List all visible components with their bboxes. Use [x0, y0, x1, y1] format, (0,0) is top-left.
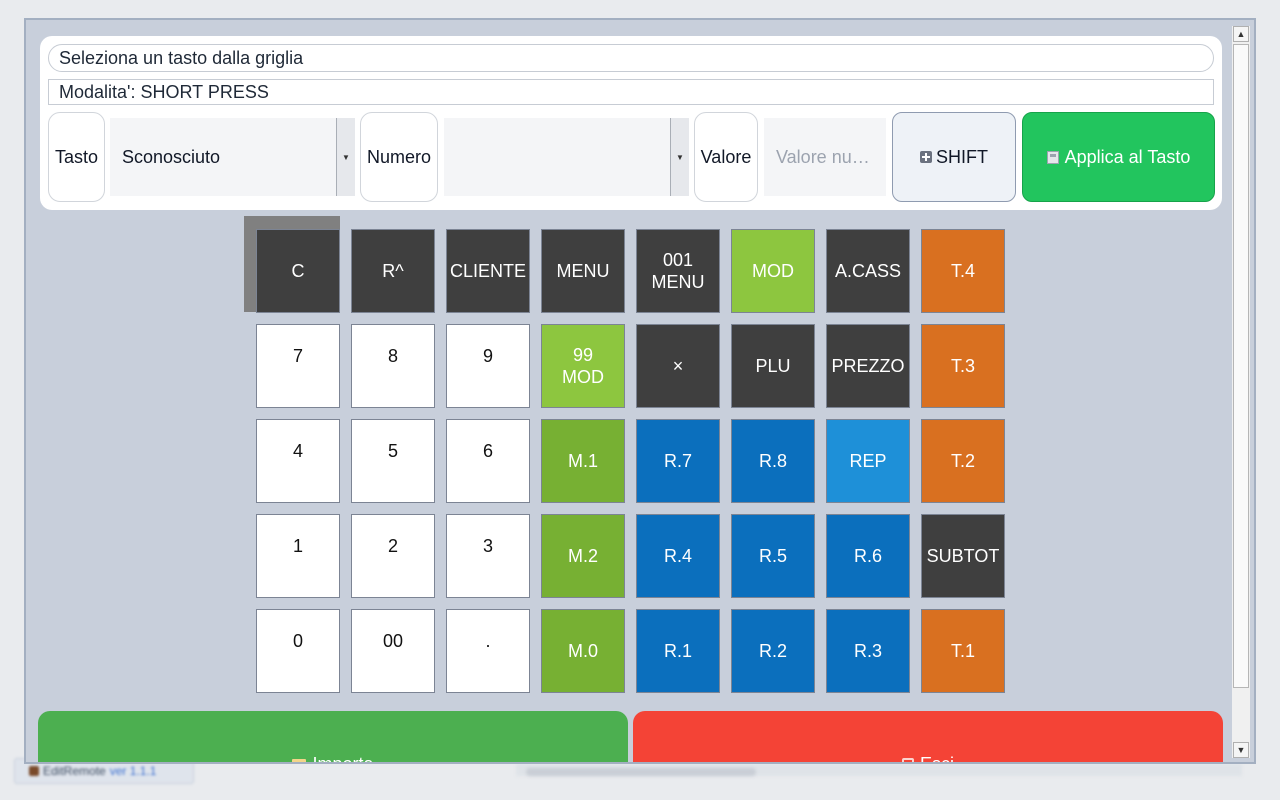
key-config-panel: Seleziona un tasto dalla griglia Modalit…	[40, 36, 1222, 210]
save-icon	[1046, 150, 1059, 164]
taskbar-version: ver 1.1.1	[109, 764, 157, 778]
background-progress	[526, 768, 756, 776]
key-button[interactable]: M.2	[541, 514, 625, 598]
key-button[interactable]: R.5	[731, 514, 815, 598]
tasto-select-value: Sconosciuto	[122, 146, 221, 167]
exit-button-label: Esci	[919, 753, 954, 764]
mode-field: Modalita': SHORT PRESS	[48, 79, 1214, 105]
valore-label: Valore	[694, 112, 758, 202]
key-button[interactable]: A.CASS	[826, 229, 910, 313]
key-button[interactable]: R.1	[636, 609, 720, 693]
folder-icon	[292, 759, 307, 762]
key-button[interactable]: 5	[351, 419, 435, 503]
key-button[interactable]: R^	[351, 229, 435, 313]
scroll-down-icon[interactable]: ▼	[1233, 742, 1249, 758]
key-button[interactable]: CLIENTE	[446, 229, 530, 313]
valore-placeholder: Valore numerico	[776, 146, 874, 167]
key-button[interactable]: R.3	[826, 609, 910, 693]
key-button[interactable]: R.8	[731, 419, 815, 503]
chevron-down-icon[interactable]: ▼	[670, 118, 689, 196]
key-button[interactable]: 0	[256, 609, 340, 693]
key-button[interactable]: 99 MOD	[541, 324, 625, 408]
key-button[interactable]: R.6	[826, 514, 910, 598]
key-button[interactable]: MENU	[541, 229, 625, 313]
apply-button[interactable]: Applica al Tasto	[1022, 112, 1215, 202]
exit-icon	[901, 758, 914, 762]
key-button[interactable]: ×	[636, 324, 720, 408]
key-button[interactable]: REP	[826, 419, 910, 503]
taskbar-app-name: EditRemote	[43, 764, 106, 778]
editor-window: Seleziona un tasto dalla griglia Modalit…	[24, 18, 1256, 764]
key-button[interactable]: M.0	[541, 609, 625, 693]
key-button[interactable]: MOD	[731, 229, 815, 313]
key-button[interactable]: 001 MENU	[636, 229, 720, 313]
key-button[interactable]: 1	[256, 514, 340, 598]
shift-button[interactable]: SHIFT	[892, 112, 1016, 202]
apply-button-label: Applica al Tasto	[1064, 146, 1191, 167]
vertical-scrollbar[interactable]: ▲ ▼	[1232, 26, 1250, 758]
key-button[interactable]: 4	[256, 419, 340, 503]
key-button[interactable]: R.7	[636, 419, 720, 503]
key-button[interactable]: 8	[351, 324, 435, 408]
app-icon	[29, 766, 39, 776]
tasto-select[interactable]: Sconosciuto ▼	[110, 118, 355, 196]
key-button[interactable]: C	[256, 229, 340, 313]
key-button[interactable]: 7	[256, 324, 340, 408]
tasto-label: Tasto	[48, 112, 105, 202]
shift-button-label: SHIFT	[936, 146, 988, 167]
key-button[interactable]: M.1	[541, 419, 625, 503]
key-button[interactable]: 3	[446, 514, 530, 598]
key-button[interactable]: T.2	[921, 419, 1005, 503]
plus-square-icon	[920, 151, 932, 163]
numero-select[interactable]: ▼	[444, 118, 689, 196]
valore-input[interactable]: Valore numerico	[764, 118, 886, 196]
key-button[interactable]: PREZZO	[826, 324, 910, 408]
chevron-down-icon[interactable]: ▼	[336, 118, 355, 196]
key-button[interactable]: 2	[351, 514, 435, 598]
key-button[interactable]: SUBTOT	[921, 514, 1005, 598]
import-button-label: Importa	[312, 753, 374, 764]
key-button[interactable]: 00	[351, 609, 435, 693]
key-button[interactable]: 9	[446, 324, 530, 408]
key-button[interactable]: T.4	[921, 229, 1005, 313]
key-button[interactable]: T.1	[921, 609, 1005, 693]
key-button[interactable]: 6	[446, 419, 530, 503]
scrollbar-thumb[interactable]	[1233, 44, 1249, 688]
key-button[interactable]: T.3	[921, 324, 1005, 408]
instruction-field: Seleziona un tasto dalla griglia	[48, 44, 1214, 72]
key-button[interactable]: R.4	[636, 514, 720, 598]
numero-label: Numero	[360, 112, 438, 202]
key-button[interactable]: R.2	[731, 609, 815, 693]
import-button[interactable]: Importa	[38, 711, 628, 764]
key-button[interactable]: .	[446, 609, 530, 693]
key-button[interactable]: PLU	[731, 324, 815, 408]
scroll-up-icon[interactable]: ▲	[1233, 26, 1249, 42]
exit-button[interactable]: Esci	[633, 711, 1223, 764]
